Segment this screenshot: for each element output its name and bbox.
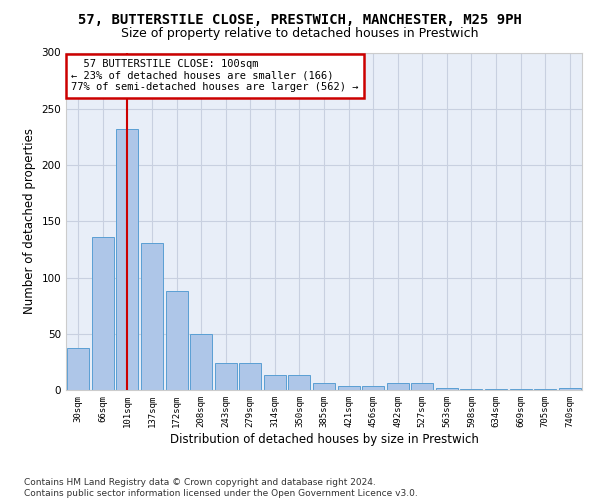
Text: 57 BUTTERSTILE CLOSE: 100sqm
← 23% of detached houses are smaller (166)
77% of s: 57 BUTTERSTILE CLOSE: 100sqm ← 23% of de…: [71, 59, 359, 92]
Bar: [559, 388, 581, 390]
Bar: [166, 291, 188, 390]
Bar: [92, 237, 114, 390]
Bar: [411, 383, 433, 390]
Bar: [67, 348, 89, 390]
Text: 57, BUTTERSTILE CLOSE, PRESTWICH, MANCHESTER, M25 9PH: 57, BUTTERSTILE CLOSE, PRESTWICH, MANCHE…: [78, 12, 522, 26]
Bar: [338, 386, 359, 390]
Bar: [436, 388, 458, 390]
Bar: [485, 389, 507, 390]
Bar: [239, 363, 262, 390]
Y-axis label: Number of detached properties: Number of detached properties: [23, 128, 36, 314]
Bar: [289, 376, 310, 390]
Bar: [141, 242, 163, 390]
Bar: [264, 376, 286, 390]
Bar: [215, 363, 237, 390]
Bar: [362, 386, 384, 390]
Bar: [509, 389, 532, 390]
Text: Size of property relative to detached houses in Prestwich: Size of property relative to detached ho…: [121, 28, 479, 40]
Bar: [116, 129, 139, 390]
Bar: [460, 389, 482, 390]
X-axis label: Distribution of detached houses by size in Prestwich: Distribution of detached houses by size …: [170, 432, 478, 446]
Bar: [386, 383, 409, 390]
Bar: [534, 389, 556, 390]
Bar: [190, 334, 212, 390]
Bar: [313, 383, 335, 390]
Text: Contains HM Land Registry data © Crown copyright and database right 2024.
Contai: Contains HM Land Registry data © Crown c…: [24, 478, 418, 498]
